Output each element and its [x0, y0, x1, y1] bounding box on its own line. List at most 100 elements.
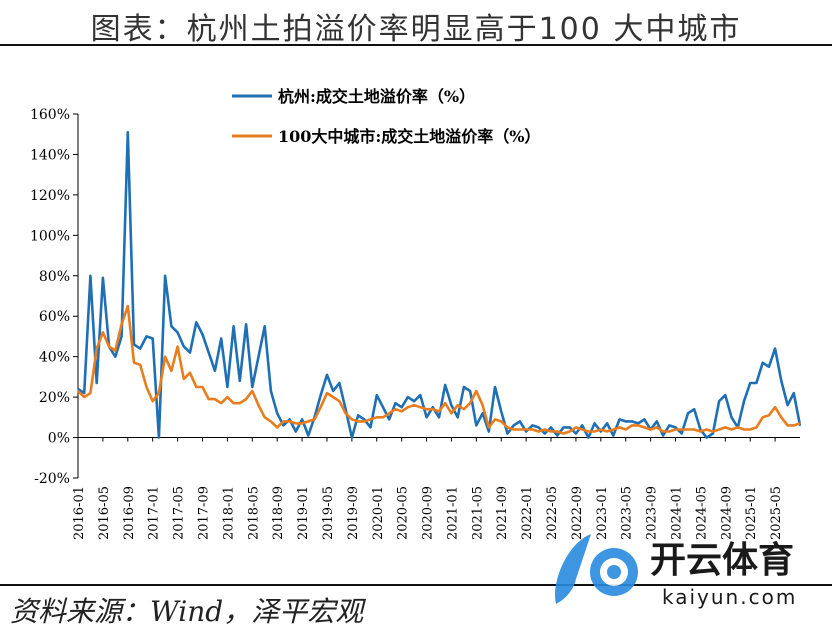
data-point: [755, 382, 758, 384]
data-point: [400, 410, 403, 413]
data-point: [550, 426, 552, 429]
x-tick-label: 2019-09: [346, 486, 361, 540]
data-point: [145, 386, 148, 388]
data-point: [531, 424, 534, 427]
x-tick-label: 2021-05: [470, 486, 485, 540]
data-point: [600, 430, 602, 433]
x-tick-label: 2021-01: [445, 486, 460, 540]
data-point: [413, 404, 415, 407]
data-point: [400, 406, 403, 409]
watermark-logo: 开云体育 kaiyun.com: [555, 534, 795, 609]
data-point: [469, 390, 471, 392]
data-point: [369, 426, 372, 429]
page-title: 图表：杭州土拍溢价率明显高于100 大中城市: [90, 12, 742, 47]
data-point: [730, 428, 733, 431]
data-point: [257, 404, 260, 407]
data-point: [151, 337, 154, 340]
data-point: [475, 390, 478, 392]
data-point: [114, 355, 117, 358]
data-point: [687, 428, 689, 431]
data-point: [183, 345, 185, 348]
data-point: [388, 412, 391, 415]
data-point: [612, 434, 615, 437]
y-tick-label: 60%: [39, 309, 70, 325]
data-point: [562, 426, 565, 429]
data-point: [743, 400, 745, 403]
x-tick-label: 2018-09: [271, 486, 286, 540]
x-tick-label: 2024-01: [670, 486, 685, 540]
data-point: [494, 386, 496, 388]
data-point: [768, 366, 770, 368]
data-point: [108, 345, 110, 348]
data-point: [288, 418, 291, 421]
data-point: [102, 277, 104, 279]
data-point: [618, 426, 621, 429]
x-tick-label: 2019-01: [296, 486, 311, 540]
data-point: [344, 412, 347, 415]
data-point: [656, 420, 658, 423]
data-point: [432, 406, 434, 409]
x-tick-label: 2024-09: [719, 486, 734, 540]
data-point: [568, 426, 571, 429]
data-point: [550, 430, 552, 433]
data-point: [624, 420, 627, 423]
data-point: [475, 424, 478, 427]
data-point: [270, 420, 272, 423]
line-chart: 杭州:成交土地溢价率（%） 100大中城市:成交土地溢价率（%） -20% 0% 2…: [30, 87, 802, 540]
data-point: [643, 418, 646, 421]
data-point: [643, 426, 646, 429]
data-point: [737, 426, 739, 429]
data-point: [357, 414, 359, 417]
data-point: [220, 402, 222, 405]
data-point: [712, 432, 714, 435]
data-point: [151, 400, 154, 403]
data-point: [357, 420, 359, 423]
data-point: [755, 426, 758, 429]
data-point: [363, 420, 366, 423]
data-point: [133, 361, 135, 364]
data-point: [544, 432, 546, 435]
x-tick-label: 2017-01: [147, 486, 162, 540]
data-point: [780, 380, 783, 382]
data-point: [226, 396, 229, 398]
data-point: [376, 394, 378, 396]
series-layer: [77, 130, 802, 439]
x-tick-label: 2020-01: [371, 486, 386, 540]
x-tick-label: 2023-01: [595, 486, 610, 540]
data-point: [680, 428, 683, 431]
data-point: [95, 382, 98, 384]
data-point: [618, 418, 621, 421]
data-point: [189, 351, 191, 354]
data-point: [95, 347, 98, 350]
data-point: [730, 416, 733, 419]
data-point: [786, 424, 789, 427]
data-point: [624, 428, 627, 431]
data-point: [263, 325, 266, 328]
data-point: [394, 408, 397, 411]
data-point: [774, 406, 776, 409]
x-tick-label: 2025-05: [769, 486, 784, 540]
data-point: [799, 422, 801, 425]
data-point: [481, 412, 484, 415]
legend: 杭州:成交土地溢价率（%） 100大中城市:成交土地溢价率（%）: [232, 87, 541, 146]
data-point: [450, 412, 453, 415]
data-point: [463, 386, 465, 388]
data-point: [207, 351, 210, 354]
data-point: [544, 428, 546, 431]
source-note: 资料来源：Wind，泽平宏观: [10, 595, 364, 628]
x-tick-label: 2016-05: [97, 486, 112, 540]
data-point: [531, 428, 534, 431]
data-point: [301, 418, 303, 421]
data-point: [537, 426, 540, 429]
data-point: [170, 325, 173, 328]
data-point: [743, 428, 745, 431]
x-tick-label: 2018-01: [221, 486, 236, 540]
data-point: [83, 392, 85, 394]
data-point: [712, 430, 714, 433]
data-point: [674, 428, 677, 431]
data-point: [500, 420, 503, 423]
data-point: [519, 428, 521, 431]
data-point: [699, 430, 702, 433]
y-tick-label: 100%: [30, 228, 70, 244]
data-point: [295, 430, 297, 433]
